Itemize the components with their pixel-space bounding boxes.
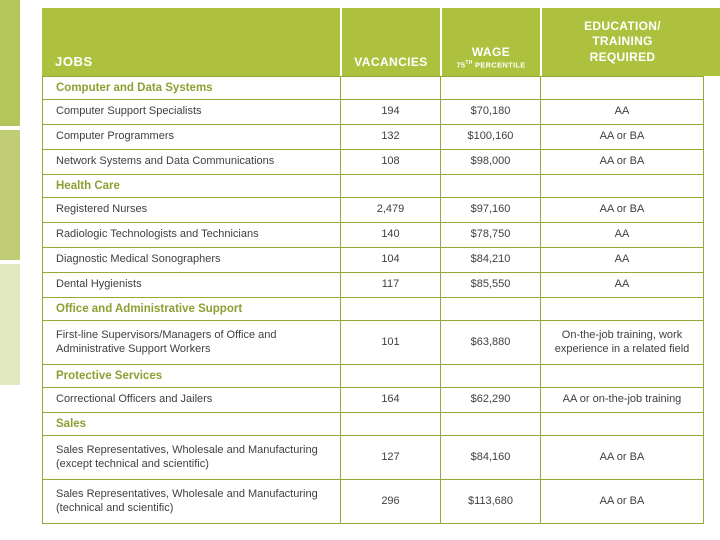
vacancies-cell: 2,479 — [340, 197, 441, 223]
empty-cell — [340, 174, 441, 198]
wage-cell: $84,210 — [440, 247, 541, 273]
decorative-strip-bottom — [0, 264, 20, 385]
empty-cell — [540, 174, 704, 198]
vacancies-column-header: VACANCIES — [354, 55, 428, 69]
job-cell: Computer Programmers — [42, 124, 341, 150]
education-cell: AA — [540, 272, 704, 298]
percentile-ordinal: TH — [465, 59, 473, 66]
table-row: Sales Representatives, Wholesale and Man… — [42, 479, 704, 524]
vacancies-cell: 194 — [340, 99, 441, 125]
empty-cell — [540, 297, 704, 321]
wage-cell: $98,000 — [440, 149, 541, 175]
header-separator — [440, 8, 442, 76]
jobs-column-header: JOBS — [55, 54, 93, 69]
table-row: Network Systems and Data Communications … — [42, 149, 704, 175]
education-cell: AA or BA — [540, 149, 704, 175]
empty-cell — [340, 76, 441, 100]
job-cell: Registered Nurses — [42, 197, 341, 223]
empty-cell — [340, 412, 441, 436]
table-row: Diagnostic Medical Sonographers 104 $84,… — [42, 247, 704, 273]
empty-cell — [540, 76, 704, 100]
header-separator — [540, 8, 542, 76]
job-cell: Sales Representatives, Wholesale and Man… — [42, 479, 341, 524]
wage-label: WAGE — [471, 44, 511, 59]
table-row: Computer Support Specialists 194 $70,180… — [42, 99, 704, 125]
education-column-header: EDUCATION/ TRAINING REQUIRED — [584, 18, 661, 64]
wage-cell: $84,160 — [440, 435, 541, 480]
empty-cell — [440, 364, 541, 388]
category-cell: Computer and Data Systems — [42, 76, 341, 100]
empty-cell — [340, 297, 441, 321]
empty-cell — [440, 76, 541, 100]
wage-cell: $85,550 — [440, 272, 541, 298]
table-row: Computer Programmers 132 $100,160 AA or … — [42, 124, 704, 150]
vacancies-cell: 117 — [340, 272, 441, 298]
category-cell: Protective Services — [42, 364, 341, 388]
decorative-strip-top — [0, 0, 20, 126]
education-cell: AA or BA — [540, 435, 704, 480]
wage-cell: $97,160 — [440, 197, 541, 223]
vacancies-cell: 127 — [340, 435, 441, 480]
job-cell: Dental Hygienists — [42, 272, 341, 298]
education-cell: AA — [540, 247, 704, 273]
empty-cell — [340, 364, 441, 388]
decorative-strip-middle — [0, 130, 20, 260]
wage-cell: $78,750 — [440, 222, 541, 248]
wage-cell: $113,680 — [440, 479, 541, 524]
education-cell: AA or on-the-job training — [540, 387, 704, 413]
header-separator — [340, 8, 342, 76]
education-cell: On-the-job training, work experience in … — [540, 320, 704, 365]
education-cell: AA or BA — [540, 197, 704, 223]
job-cell: Network Systems and Data Communications — [42, 149, 341, 175]
empty-cell — [440, 412, 541, 436]
category-row: Sales — [42, 412, 704, 436]
vacancies-cell: 108 — [340, 149, 441, 175]
table-row: Correctional Officers and Jailers 164 $6… — [42, 387, 704, 413]
vacancies-cell: 164 — [340, 387, 441, 413]
wage-column-header: WAGE 75TH PERCENTILE — [442, 45, 540, 70]
vacancies-cell: 101 — [340, 320, 441, 365]
empty-cell — [440, 174, 541, 198]
category-row: Health Care — [42, 174, 704, 198]
category-row: Protective Services — [42, 364, 704, 388]
empty-cell — [540, 412, 704, 436]
wage-cell: $100,160 — [440, 124, 541, 150]
vacancies-cell: 132 — [340, 124, 441, 150]
category-cell: Sales — [42, 412, 341, 436]
vacancies-cell: 140 — [340, 222, 441, 248]
education-cell: AA — [540, 222, 704, 248]
category-row: Office and Administrative Support — [42, 297, 704, 321]
category-row: Computer and Data Systems — [42, 76, 704, 100]
job-cell: Correctional Officers and Jailers — [42, 387, 341, 413]
wage-percentile-label: 75TH PERCENTILE — [456, 60, 525, 70]
category-cell: Health Care — [42, 174, 341, 198]
job-cell: Computer Support Specialists — [42, 99, 341, 125]
job-cell: First-line Supervisors/Managers of Offic… — [42, 320, 341, 365]
wage-cell: $63,880 — [440, 320, 541, 365]
job-cell: Sales Representatives, Wholesale and Man… — [42, 435, 341, 480]
percentile-word: PERCENTILE — [472, 60, 526, 69]
education-cell: AA or BA — [540, 124, 704, 150]
empty-cell — [540, 364, 704, 388]
education-cell: AA — [540, 99, 704, 125]
vacancies-cell: 104 — [340, 247, 441, 273]
empty-cell — [440, 297, 541, 321]
education-cell: AA or BA — [540, 479, 704, 524]
job-cell: Diagnostic Medical Sonographers — [42, 247, 341, 273]
table-row: Registered Nurses 2,479 $97,160 AA or BA — [42, 197, 704, 223]
jobs-table: Computer and Data Systems Computer Suppo… — [42, 76, 704, 524]
table-row: First-line Supervisors/Managers of Offic… — [42, 320, 704, 365]
job-cell: Radiologic Technologists and Technicians — [42, 222, 341, 248]
category-cell: Office and Administrative Support — [42, 297, 341, 321]
wage-cell: $70,180 — [440, 99, 541, 125]
table-row: Radiologic Technologists and Technicians… — [42, 222, 704, 248]
wage-cell: $62,290 — [440, 387, 541, 413]
percentile-number: 75 — [456, 60, 466, 69]
table-row: Sales Representatives, Wholesale and Man… — [42, 435, 704, 480]
table-header-bar: JOBS VACANCIES WAGE 75TH PERCENTILE EDUC… — [42, 8, 720, 76]
vacancies-cell: 296 — [340, 479, 441, 524]
table-row: Dental Hygienists 117 $85,550 AA — [42, 272, 704, 298]
